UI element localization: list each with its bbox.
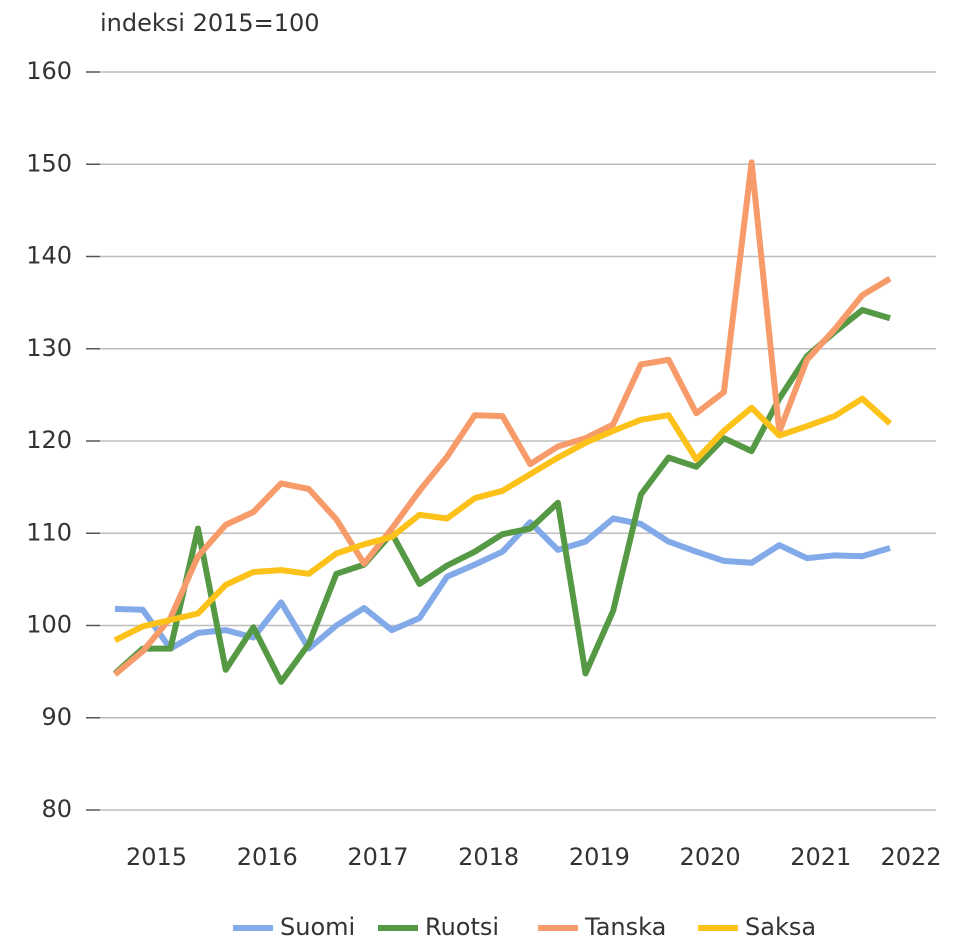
x-tick-label: 2021 bbox=[790, 843, 851, 871]
x-tick-label: 2016 bbox=[237, 843, 298, 871]
legend-label: Tanska bbox=[584, 913, 666, 941]
x-tick-label: 2020 bbox=[680, 843, 741, 871]
x-tick-label: 2018 bbox=[458, 843, 519, 871]
series-line bbox=[112, 307, 891, 685]
y-tick-label: 80 bbox=[41, 795, 72, 823]
y-tick-label: 160 bbox=[26, 57, 72, 85]
series-line bbox=[113, 159, 892, 677]
y-tick-label: 90 bbox=[41, 703, 72, 731]
legend-label: Ruotsi bbox=[425, 913, 499, 941]
y-tick-label: 130 bbox=[26, 334, 72, 362]
legend-label: Saksa bbox=[745, 913, 816, 941]
x-tick-label: 2019 bbox=[569, 843, 630, 871]
x-tick-label: 2015 bbox=[126, 843, 187, 871]
legend-label: Suomi bbox=[280, 913, 355, 941]
y-tick-label: 110 bbox=[26, 518, 72, 546]
y-tick-label: 150 bbox=[26, 149, 72, 177]
y-tick-label: 120 bbox=[26, 426, 72, 454]
series-line bbox=[113, 395, 893, 643]
y-tick-label: 140 bbox=[26, 242, 72, 270]
series-line bbox=[114, 515, 891, 652]
x-tick-label: 2022 bbox=[880, 843, 941, 871]
chart-subtitle: indeksi 2015=100 bbox=[100, 9, 320, 37]
y-tick-label: 100 bbox=[26, 611, 72, 639]
x-tick-label: 2017 bbox=[347, 843, 408, 871]
